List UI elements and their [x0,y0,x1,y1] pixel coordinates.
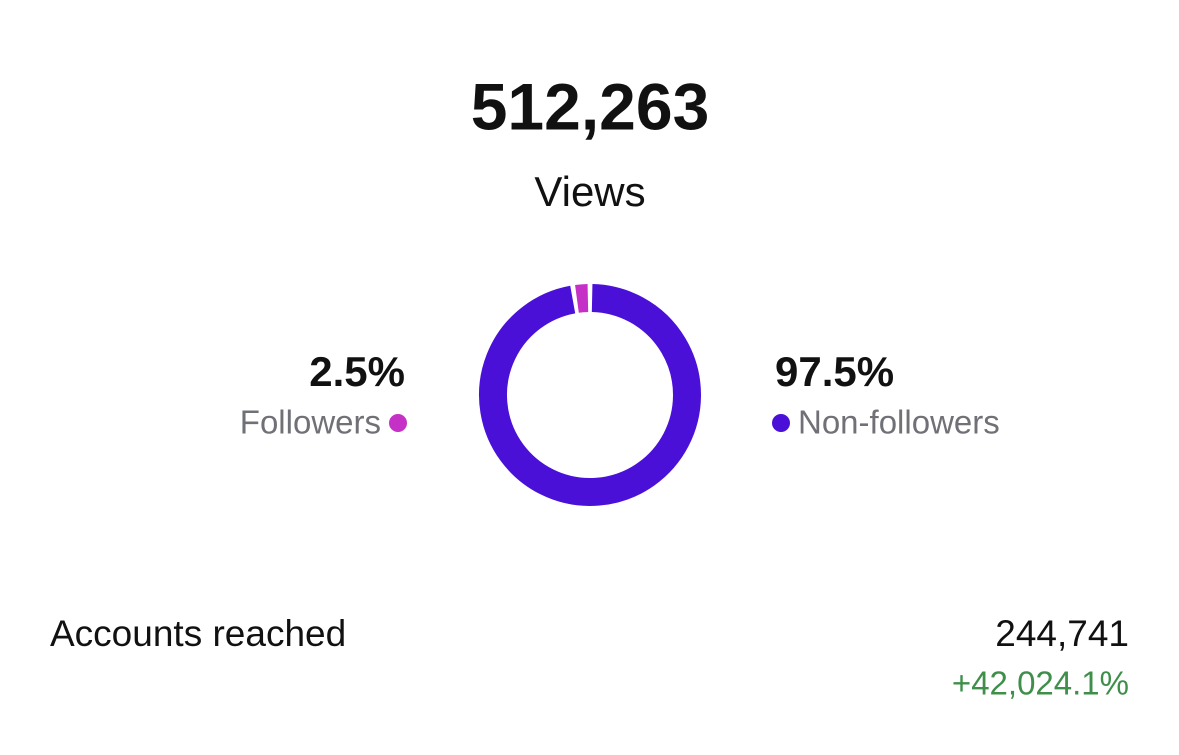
total-views: 512,263 [471,69,710,143]
non-followers-percent: 97.5% [775,348,894,395]
donut-segment [575,284,589,313]
metric-change: +42,024.1% [952,665,1129,702]
donut-chart [479,284,701,506]
donut-segment [479,284,701,506]
followers-percent: 2.5% [309,348,405,395]
views-label: Views [534,168,645,215]
non-followers-label: Non-followers [798,404,1000,441]
metric-label: Accounts reached [50,613,346,654]
legend-dot [772,414,790,432]
followers-label: Followers [240,404,381,441]
metric-value: 244,741 [995,613,1129,654]
legend-dot [389,414,407,432]
